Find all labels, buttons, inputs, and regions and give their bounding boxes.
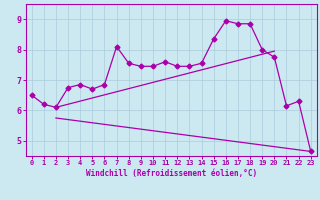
X-axis label: Windchill (Refroidissement éolien,°C): Windchill (Refroidissement éolien,°C) <box>86 169 257 178</box>
